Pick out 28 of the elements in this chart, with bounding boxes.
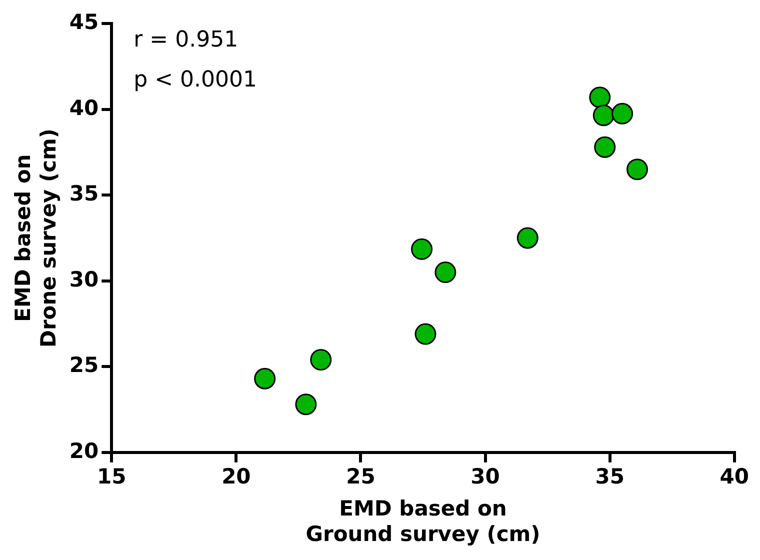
- y-tick-label: 25: [69, 353, 99, 378]
- x-tick-label: 35: [595, 464, 624, 488]
- x-tick-label: 15: [97, 464, 126, 488]
- point: [612, 102, 634, 124]
- y-axis-title: EMD based on Drone survey (cm): [11, 128, 60, 348]
- annotation: r = 0.951: [134, 27, 238, 52]
- point: [414, 323, 436, 345]
- point: [411, 238, 433, 260]
- y-tick-label: 35: [69, 182, 99, 206]
- annotation: p < 0.0001: [134, 67, 257, 92]
- y-tick-label: 20: [69, 438, 99, 463]
- point: [589, 86, 611, 108]
- point: [516, 227, 538, 249]
- x-tick-label: 20: [222, 464, 251, 488]
- y-tick-label: 40: [69, 96, 99, 120]
- point: [626, 158, 648, 180]
- x-axis-title: EMD based on Ground survey (cm): [306, 496, 540, 546]
- y-tick-label: 45: [69, 10, 99, 34]
- point: [592, 104, 614, 126]
- point: [295, 394, 317, 416]
- x-tick-label: 25: [346, 464, 376, 488]
- x-tick-label: 40: [720, 464, 750, 488]
- point: [594, 136, 616, 158]
- y-tick-label: 30: [69, 267, 99, 292]
- x-tick-label: 30: [470, 464, 500, 488]
- point: [254, 368, 276, 390]
- point: [310, 349, 332, 371]
- point: [434, 262, 456, 284]
